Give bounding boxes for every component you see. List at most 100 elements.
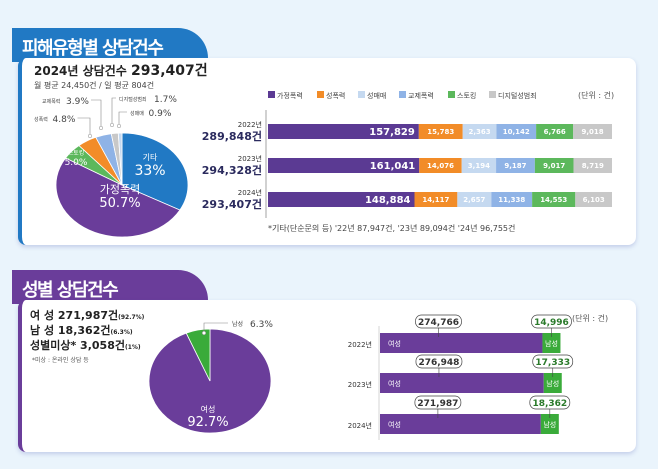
bar-segment: [491, 192, 533, 207]
callout-line: [77, 117, 91, 136]
callout-label: 남성: [232, 320, 243, 328]
male-line: 남 성 18,362건: [30, 324, 111, 337]
gender-bar-segment: [380, 373, 544, 393]
bar-value: 14,553: [540, 196, 567, 204]
bar-value: 148,884: [365, 195, 411, 206]
legend-label: 스토킹: [457, 91, 476, 100]
legend-swatch: [399, 91, 406, 98]
total-label: 293,407건: [202, 197, 262, 211]
bar-value: 2,657: [463, 196, 485, 204]
unit-label: (단위 : 건): [578, 91, 615, 100]
type-pie-slice: [117, 132, 123, 186]
bar-series-label: 남성: [545, 339, 558, 348]
year-label: 2023년: [238, 154, 262, 163]
legend-swatch: [358, 91, 365, 98]
bar-value: 17,333: [535, 358, 570, 368]
bar-segment: [532, 192, 576, 207]
year-label: 2023년: [348, 380, 372, 389]
headline-sub: 월 평균 24,450건 / 일 평균 804건: [34, 81, 155, 90]
gender-bar-segment: [542, 333, 561, 353]
bar-segment: [418, 124, 463, 139]
bar-segment: [496, 158, 535, 173]
bar-value: 274,766: [418, 318, 459, 328]
bar-segment: [496, 124, 537, 139]
pie-label: 기타: [143, 153, 158, 162]
pie-value: 5.0%: [65, 158, 88, 168]
pie-label: 가정폭력: [100, 183, 140, 196]
legend-swatch: [317, 91, 324, 98]
male-pct: (6.3%): [110, 329, 133, 336]
bar-value: 10,142: [503, 128, 530, 136]
bar-series-label: 여성: [388, 339, 401, 348]
callout-line: [203, 322, 228, 333]
callout-dot: [109, 122, 115, 128]
bar-series-label: 여성: [388, 420, 401, 429]
unknown-pct: (1%): [124, 344, 141, 351]
pie-label: 스토킹: [68, 150, 85, 157]
bar-value: 3,194: [468, 162, 490, 170]
bar-value: 9,017: [543, 162, 565, 170]
year-label: 2024년: [348, 421, 372, 430]
callout-line: [118, 111, 127, 126]
bar-segment: [575, 192, 612, 207]
callout-line: [91, 99, 102, 128]
bar-value: 15,783: [427, 128, 454, 136]
callout-line: [111, 97, 116, 125]
gender-bar-segment: [543, 373, 562, 393]
gender-pie-slice: [185, 328, 211, 382]
bar-value: 161,041: [370, 161, 416, 172]
year-label: 2024년: [238, 188, 262, 197]
legend-label: 디지털성범죄: [498, 91, 537, 100]
callout-dot: [201, 330, 207, 336]
callout-value: 3.9%: [66, 97, 89, 107]
female-line: 여 성 271,987건: [30, 309, 119, 322]
bar-segment: [573, 158, 612, 173]
bar-value: 276,948: [418, 358, 459, 368]
bar-value: 2,363: [469, 128, 491, 136]
footnote: *기타(단순문의 등) '22년 87,947건, '23년 89,094건 '…: [268, 224, 516, 233]
pie-value: 50.7%: [99, 196, 140, 211]
pie-value: 33%: [134, 163, 165, 179]
pie-value: 92.7%: [187, 415, 228, 430]
bar-value: 271,987: [417, 399, 458, 409]
legend-swatch: [448, 91, 455, 98]
bar-value: 14,996: [534, 318, 569, 328]
bar-value: 8,719: [582, 162, 604, 170]
bar-value: 6,103: [583, 196, 605, 204]
legend-label: 성폭력: [326, 91, 345, 100]
bar-value: 157,829: [369, 127, 415, 138]
legend-label: 교제폭력: [408, 92, 434, 100]
bar-segment: [462, 124, 497, 139]
total-label: 289,848건: [202, 129, 262, 143]
gender-note: *미상 : 온라인 상담 등: [32, 357, 89, 364]
headline-value: 293,407건: [130, 63, 208, 79]
callout-value: 6.3%: [250, 320, 273, 330]
bar-value: 14,117: [422, 196, 449, 204]
bar-value: 9,018: [582, 128, 604, 136]
bar-value: 6,766: [544, 128, 566, 136]
bar-series-label: 남성: [543, 420, 556, 429]
bar-segment: [573, 124, 612, 139]
legend-label: 성매매: [367, 91, 386, 100]
headline: 2024년 상담건수 293,407건: [34, 63, 208, 79]
bar-segment: [536, 124, 574, 139]
unknown-line: 성별미상* 3,058건: [30, 339, 125, 352]
bar-value: 9,187: [504, 162, 526, 170]
bar-segment: [534, 158, 574, 173]
callout-value: 1.7%: [154, 95, 177, 105]
bar-segment: [419, 158, 462, 173]
bar-series-label: 여성: [388, 379, 401, 388]
year-label: 2022년: [348, 340, 372, 349]
bar-segment: [268, 192, 415, 207]
bar-segment: [461, 158, 497, 173]
bar-segment: [268, 158, 420, 173]
callout-dot: [116, 123, 122, 129]
section1-title: 피해유형별 상담건수: [12, 28, 208, 62]
female-pct: (92.7%): [118, 314, 145, 321]
callout-dot: [87, 133, 93, 139]
legend-label: 가정폭력: [277, 91, 303, 100]
pie-label: 여성: [201, 404, 216, 414]
bar-value: 18,362: [532, 399, 567, 409]
gender-bar-segment: [540, 414, 559, 434]
